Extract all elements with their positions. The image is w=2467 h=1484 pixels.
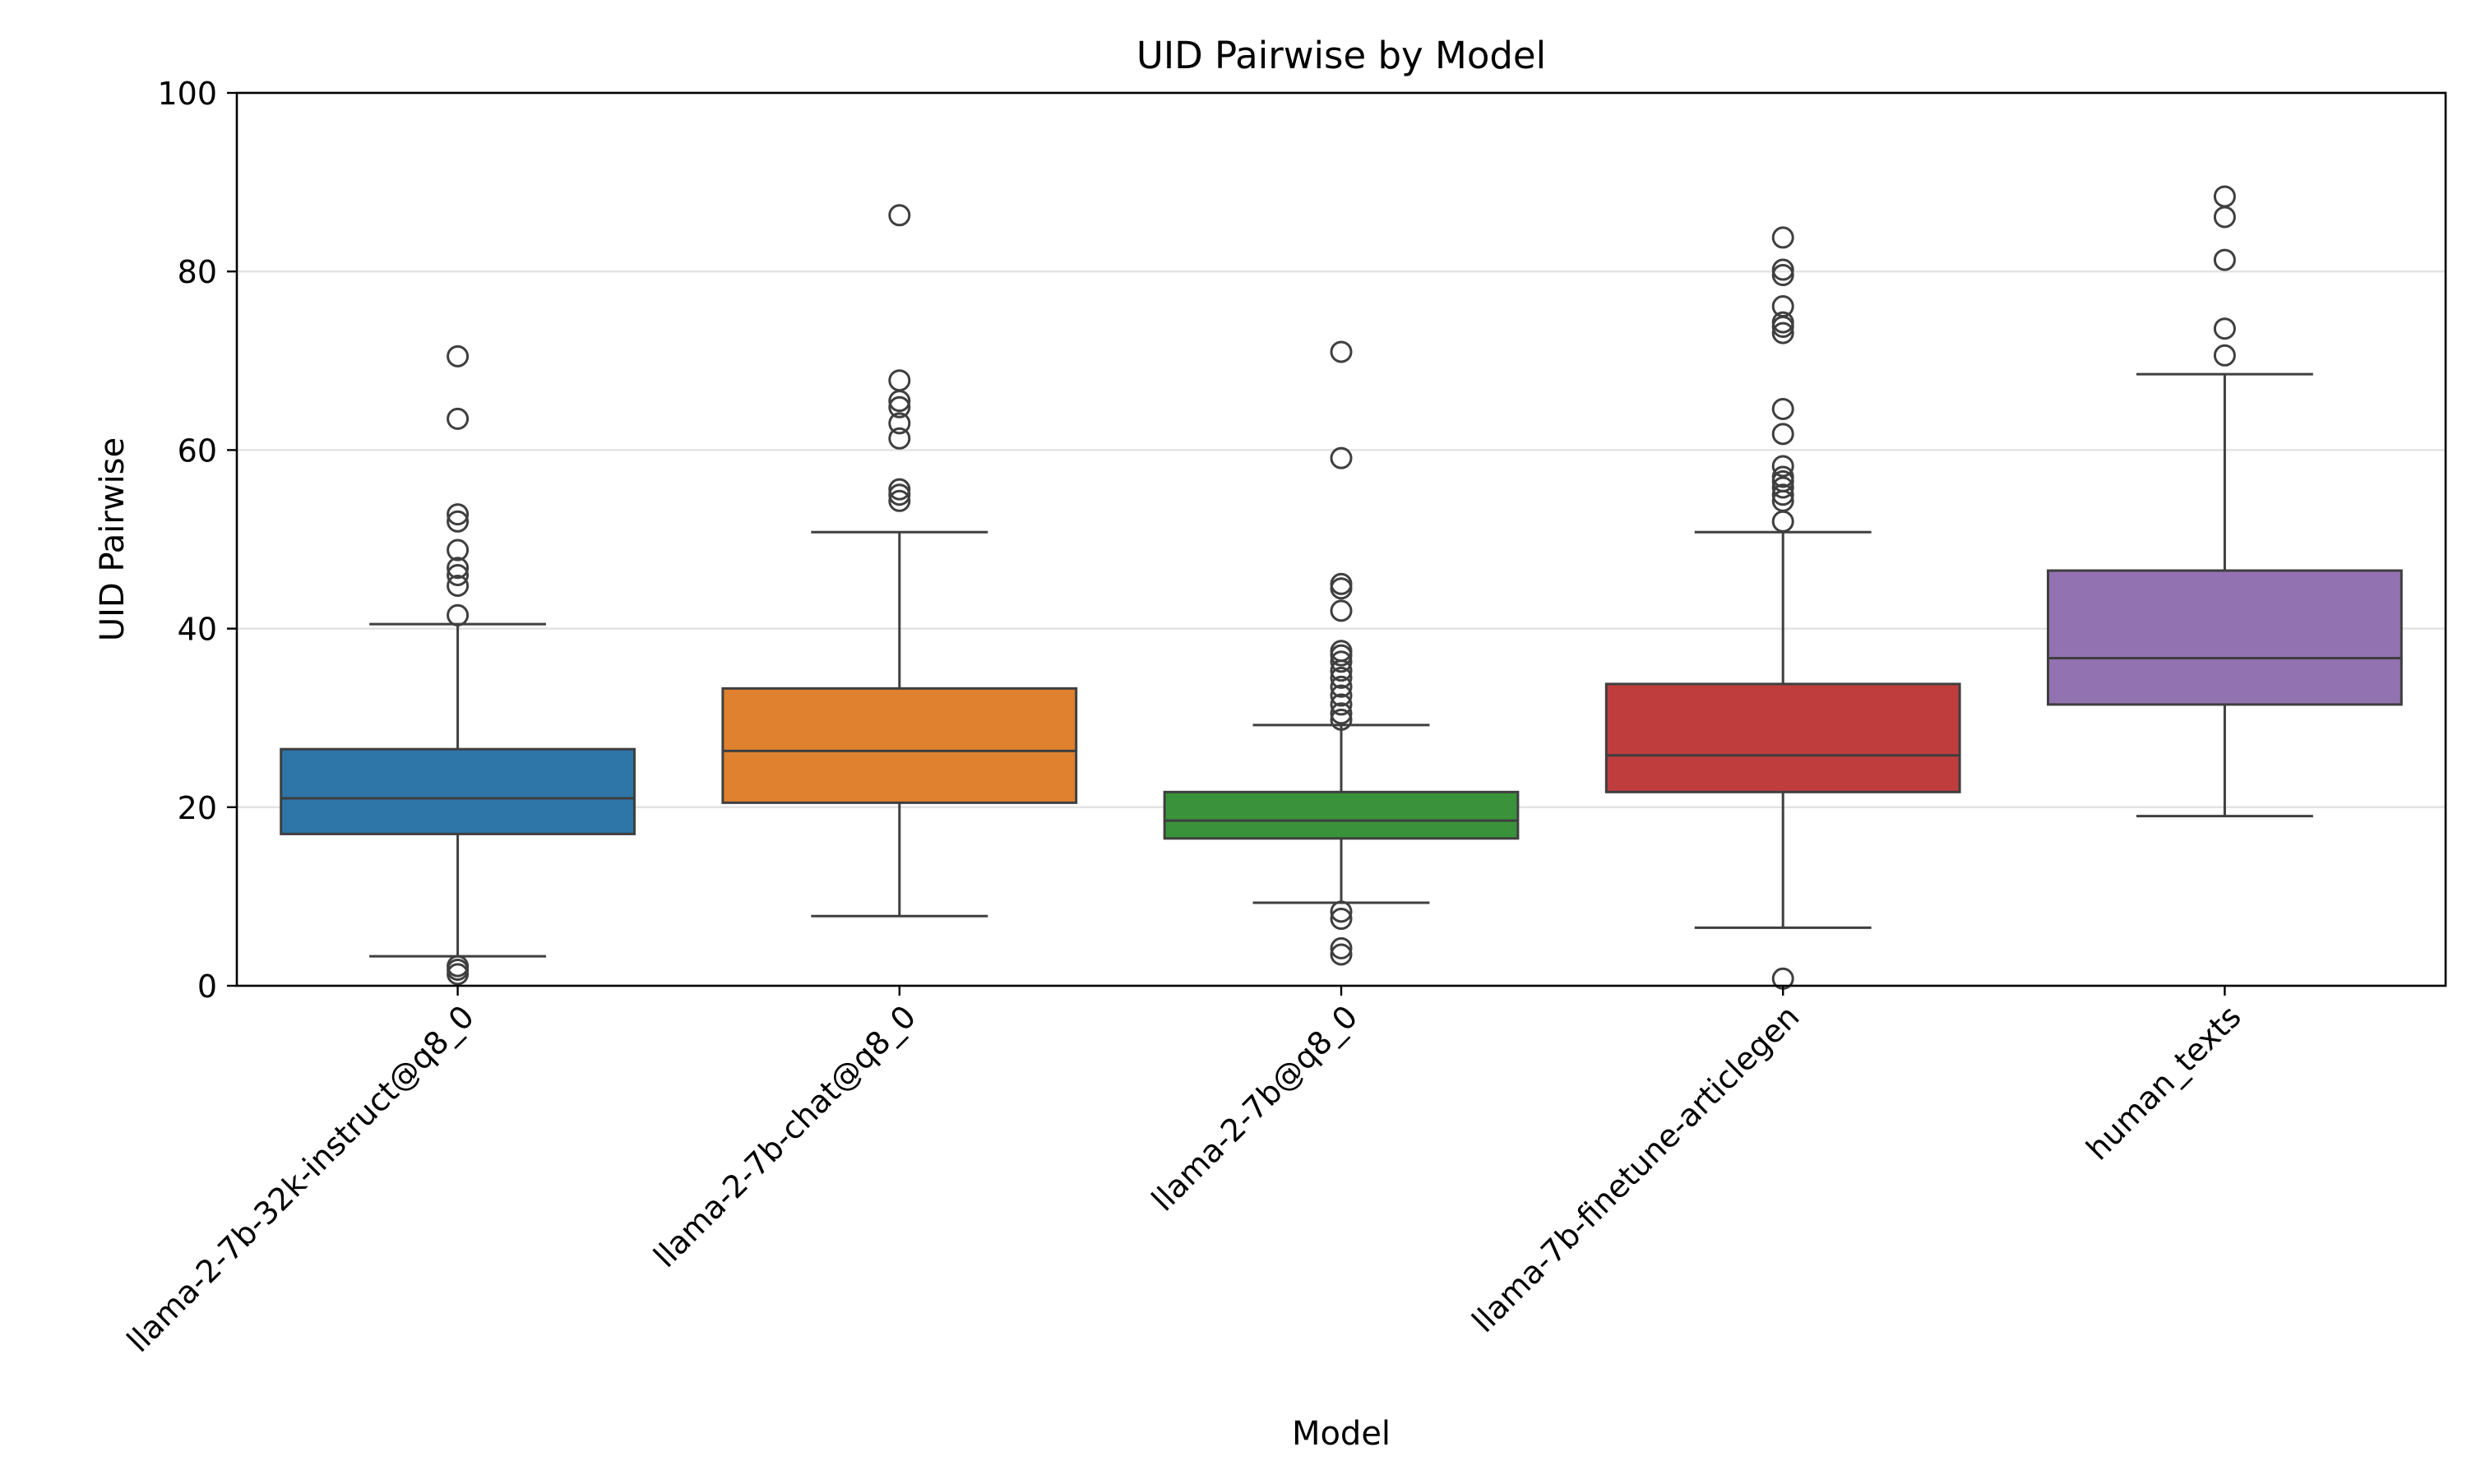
outlier-point	[1330, 572, 1353, 595]
y-tick-label: 20	[178, 790, 217, 826]
outlier-point	[447, 510, 470, 533]
outlier-point	[1771, 455, 1794, 478]
y-axis-label: UID Pairwise	[94, 437, 132, 641]
outlier-point	[1330, 908, 1353, 931]
outlier-point	[1330, 943, 1353, 966]
outlier-point	[1771, 423, 1794, 446]
box-layer	[280, 185, 2403, 990]
outlier-point	[1330, 599, 1353, 622]
outlier-point	[1771, 264, 1794, 287]
outlier-point	[447, 344, 470, 368]
outlier-point	[2213, 317, 2236, 340]
outlier-point	[1330, 936, 1353, 959]
outlier-point	[1330, 684, 1353, 707]
iqr-box	[721, 687, 1078, 804]
outlier-point	[1771, 476, 1794, 499]
outlier-point	[447, 557, 470, 580]
y-tick-label: 40	[178, 612, 217, 648]
outlier-point	[888, 369, 911, 392]
outlier-point	[447, 574, 470, 597]
outlier-point	[1771, 321, 1794, 344]
outlier-point	[1771, 258, 1794, 281]
y-tick-label: 100	[157, 76, 217, 112]
outlier-point	[1330, 446, 1353, 469]
outlier-point	[1771, 465, 1794, 488]
outlier-point	[1771, 397, 1794, 420]
outlier-point	[888, 483, 911, 506]
iqr-box	[2047, 569, 2403, 706]
outlier-point	[1330, 675, 1353, 698]
box-group	[2047, 185, 2403, 818]
outlier-point	[1330, 693, 1353, 716]
outlier-point	[2213, 344, 2236, 367]
iqr-box	[1163, 790, 1520, 840]
outlier-point	[888, 395, 911, 418]
outlier-point	[1330, 666, 1353, 689]
outlier-point	[1330, 708, 1353, 731]
outlier-point	[1771, 311, 1794, 334]
outlier-point	[888, 204, 911, 227]
outlier-point	[2213, 185, 2236, 208]
outlier-point	[1771, 226, 1794, 249]
outlier-point	[447, 603, 470, 626]
box-group	[721, 204, 1078, 918]
box-group	[1604, 226, 1961, 990]
outlier-point	[2213, 248, 2236, 271]
outlier-point	[1771, 483, 1794, 506]
outlier-point	[1330, 900, 1353, 923]
box-group	[1163, 340, 1520, 966]
outlier-point	[888, 412, 911, 435]
y-tick-label: 0	[197, 969, 217, 1005]
outlier-point	[888, 478, 911, 501]
chart-title: UID Pairwise by Model	[1136, 34, 1546, 77]
outlier-point	[447, 503, 470, 526]
outlier-point	[447, 563, 470, 586]
outlier-point	[1330, 650, 1353, 673]
outlier-point	[1330, 640, 1353, 663]
outlier-point	[888, 427, 911, 450]
y-tick-label: 80	[178, 254, 217, 290]
x-axis-label: Model	[1292, 1415, 1391, 1453]
outlier-point	[1330, 702, 1353, 725]
box-group	[280, 344, 636, 986]
outlier-point	[1771, 295, 1794, 318]
outlier-point	[447, 407, 470, 430]
outlier-point	[447, 539, 470, 562]
outlier-point	[1330, 340, 1353, 363]
iqr-box	[1604, 682, 1961, 793]
outlier-point	[888, 489, 911, 512]
y-tick-label: 60	[178, 432, 217, 469]
iqr-box	[280, 747, 636, 835]
outlier-point	[447, 955, 470, 978]
